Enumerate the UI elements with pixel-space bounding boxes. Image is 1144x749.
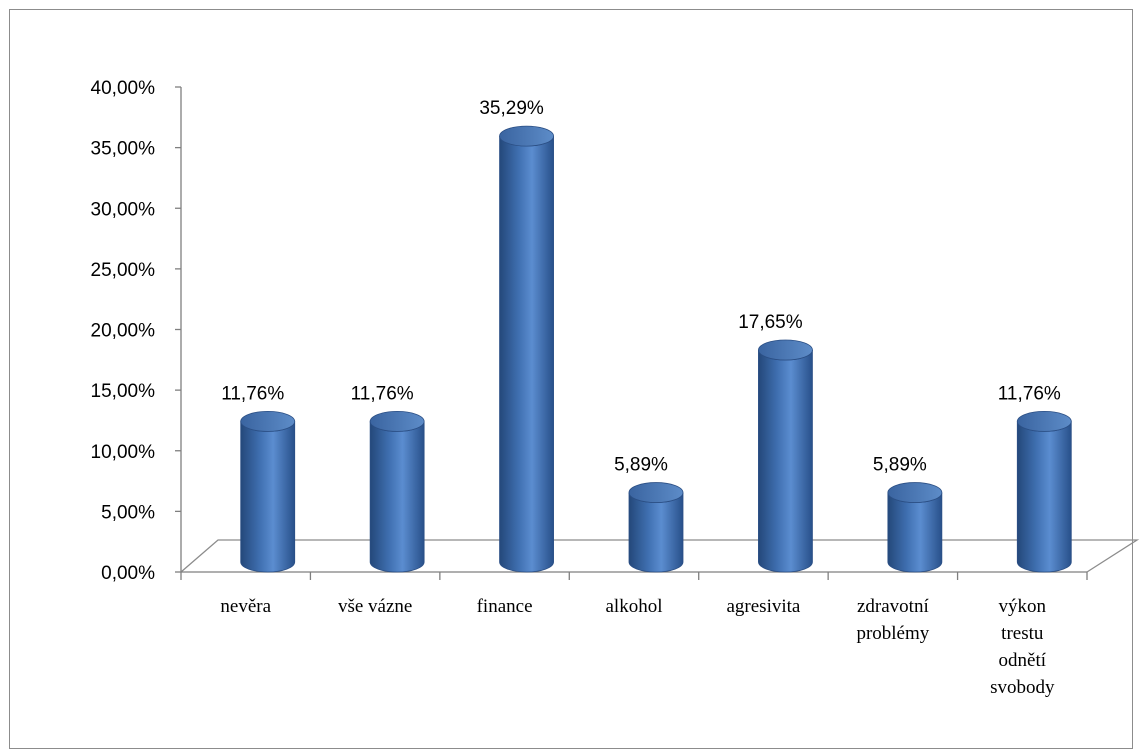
- bar-top: [758, 339, 813, 361]
- data-label: 11,76%: [221, 383, 284, 404]
- category-label: odnětí: [999, 650, 1047, 671]
- bar: [240, 411, 296, 573]
- y-tick-label: 5,00%: [101, 502, 155, 523]
- data-label: 11,76%: [998, 383, 1061, 404]
- bar-body: [369, 421, 425, 573]
- category-label: zdravotní: [857, 596, 929, 617]
- bar-top: [887, 482, 943, 503]
- chart-frame: [9, 9, 1133, 749]
- chart-axes: 0,00% 5,00% 10,00% 15,00% 20,00% 25,00% 30,00%…: [91, 78, 1140, 584]
- category-label: vše vázne: [338, 596, 412, 617]
- bar-top: [628, 482, 684, 503]
- bar: [758, 339, 813, 573]
- y-tick-label: 10,00%: [91, 442, 156, 463]
- bar-top: [499, 125, 554, 147]
- bar-body: [240, 421, 296, 573]
- category-label: alkohol: [606, 596, 663, 617]
- bar-body: [887, 492, 943, 573]
- category-label: agresivita: [726, 596, 800, 617]
- data-label: 11,76%: [351, 383, 414, 404]
- data-label: 5,89%: [873, 455, 927, 476]
- y-tick-label: 20,00%: [91, 321, 156, 342]
- bar-body: [628, 492, 684, 573]
- bar-body: [499, 136, 554, 573]
- bar: [369, 411, 425, 573]
- data-label: 5,89%: [614, 455, 668, 476]
- bar: [499, 125, 554, 573]
- y-tick-label: 30,00%: [91, 199, 156, 220]
- y-tick-label: 25,00%: [91, 260, 156, 281]
- bar-top: [240, 411, 296, 432]
- bar-top: [1016, 411, 1072, 432]
- chart-bars: [240, 125, 1072, 573]
- category-label: výkon: [999, 596, 1047, 617]
- y-tick-label: 35,00%: [91, 139, 156, 160]
- category-label: finance: [477, 596, 533, 617]
- bar-top: [369, 411, 425, 432]
- data-label: 35,29%: [479, 98, 544, 119]
- y-tick-label: 0,00%: [101, 563, 155, 584]
- category-label: trestu: [1001, 623, 1044, 644]
- bar-chart: 0,00% 5,00% 10,00% 15,00% 20,00% 25,00% 30,00%…: [91, 78, 1140, 698]
- bar-body: [1016, 421, 1072, 573]
- category-label: svobody: [990, 677, 1055, 698]
- bar: [1016, 411, 1072, 573]
- bar: [887, 482, 943, 573]
- y-tick-label: 40,00%: [91, 78, 156, 99]
- chart-labels: 11,76% nevěra 11,76% vše vázne 35,29% finance…: [220, 98, 1061, 698]
- category-label: problémy: [856, 623, 929, 644]
- category-label: nevěra: [220, 596, 271, 617]
- data-label: 17,65%: [738, 312, 803, 333]
- y-tick-label: 15,00%: [91, 381, 156, 402]
- bar-body: [758, 349, 813, 573]
- bar: [628, 482, 684, 573]
